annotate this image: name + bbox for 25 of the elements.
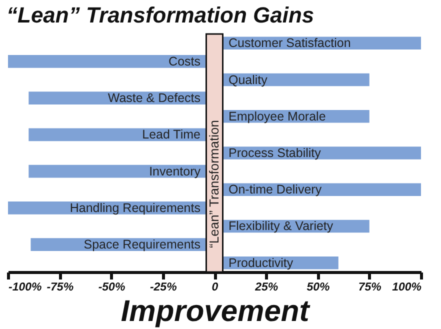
x-tick-label: -75%	[46, 282, 74, 294]
y-tick-label: Space Requirements	[84, 238, 200, 252]
x-axis-title: Improvement	[120, 295, 312, 328]
x-tick-label: 100%	[392, 282, 422, 294]
band-label: “Lean” Transformation	[206, 120, 222, 248]
y-tick-label: Quality	[228, 72, 268, 87]
y-tick-label: Waste & Defects	[108, 91, 200, 106]
x-tick-label: -100%	[8, 282, 42, 294]
x-tick-label: -25%	[150, 282, 177, 294]
y-tick-label: Inventory	[149, 164, 202, 178]
x-tick-label: -50%	[98, 282, 126, 294]
y-tick-label: Costs	[168, 54, 200, 68]
chart-title: “Lean” Transformation Gains	[6, 2, 314, 28]
y-tick-label: On-time Delivery	[228, 182, 322, 197]
y-tick-label: Handling Requirements	[70, 200, 200, 215]
y-tick-label: Employee Morale	[228, 109, 326, 124]
y-tick-label: Process Stability	[228, 146, 322, 160]
y-tick-label: Productivity	[228, 256, 294, 270]
y-tick-label: Flexibility & Variety	[228, 219, 334, 234]
y-tick-label: Lead Time	[142, 128, 201, 142]
x-tick-label: 25%	[254, 282, 278, 294]
x-tick-label: 75%	[358, 282, 382, 294]
y-tick-label: Customer Satisfaction	[228, 36, 351, 50]
x-tick-label: 50%	[306, 282, 330, 294]
x-tick-label: 0	[212, 282, 219, 294]
